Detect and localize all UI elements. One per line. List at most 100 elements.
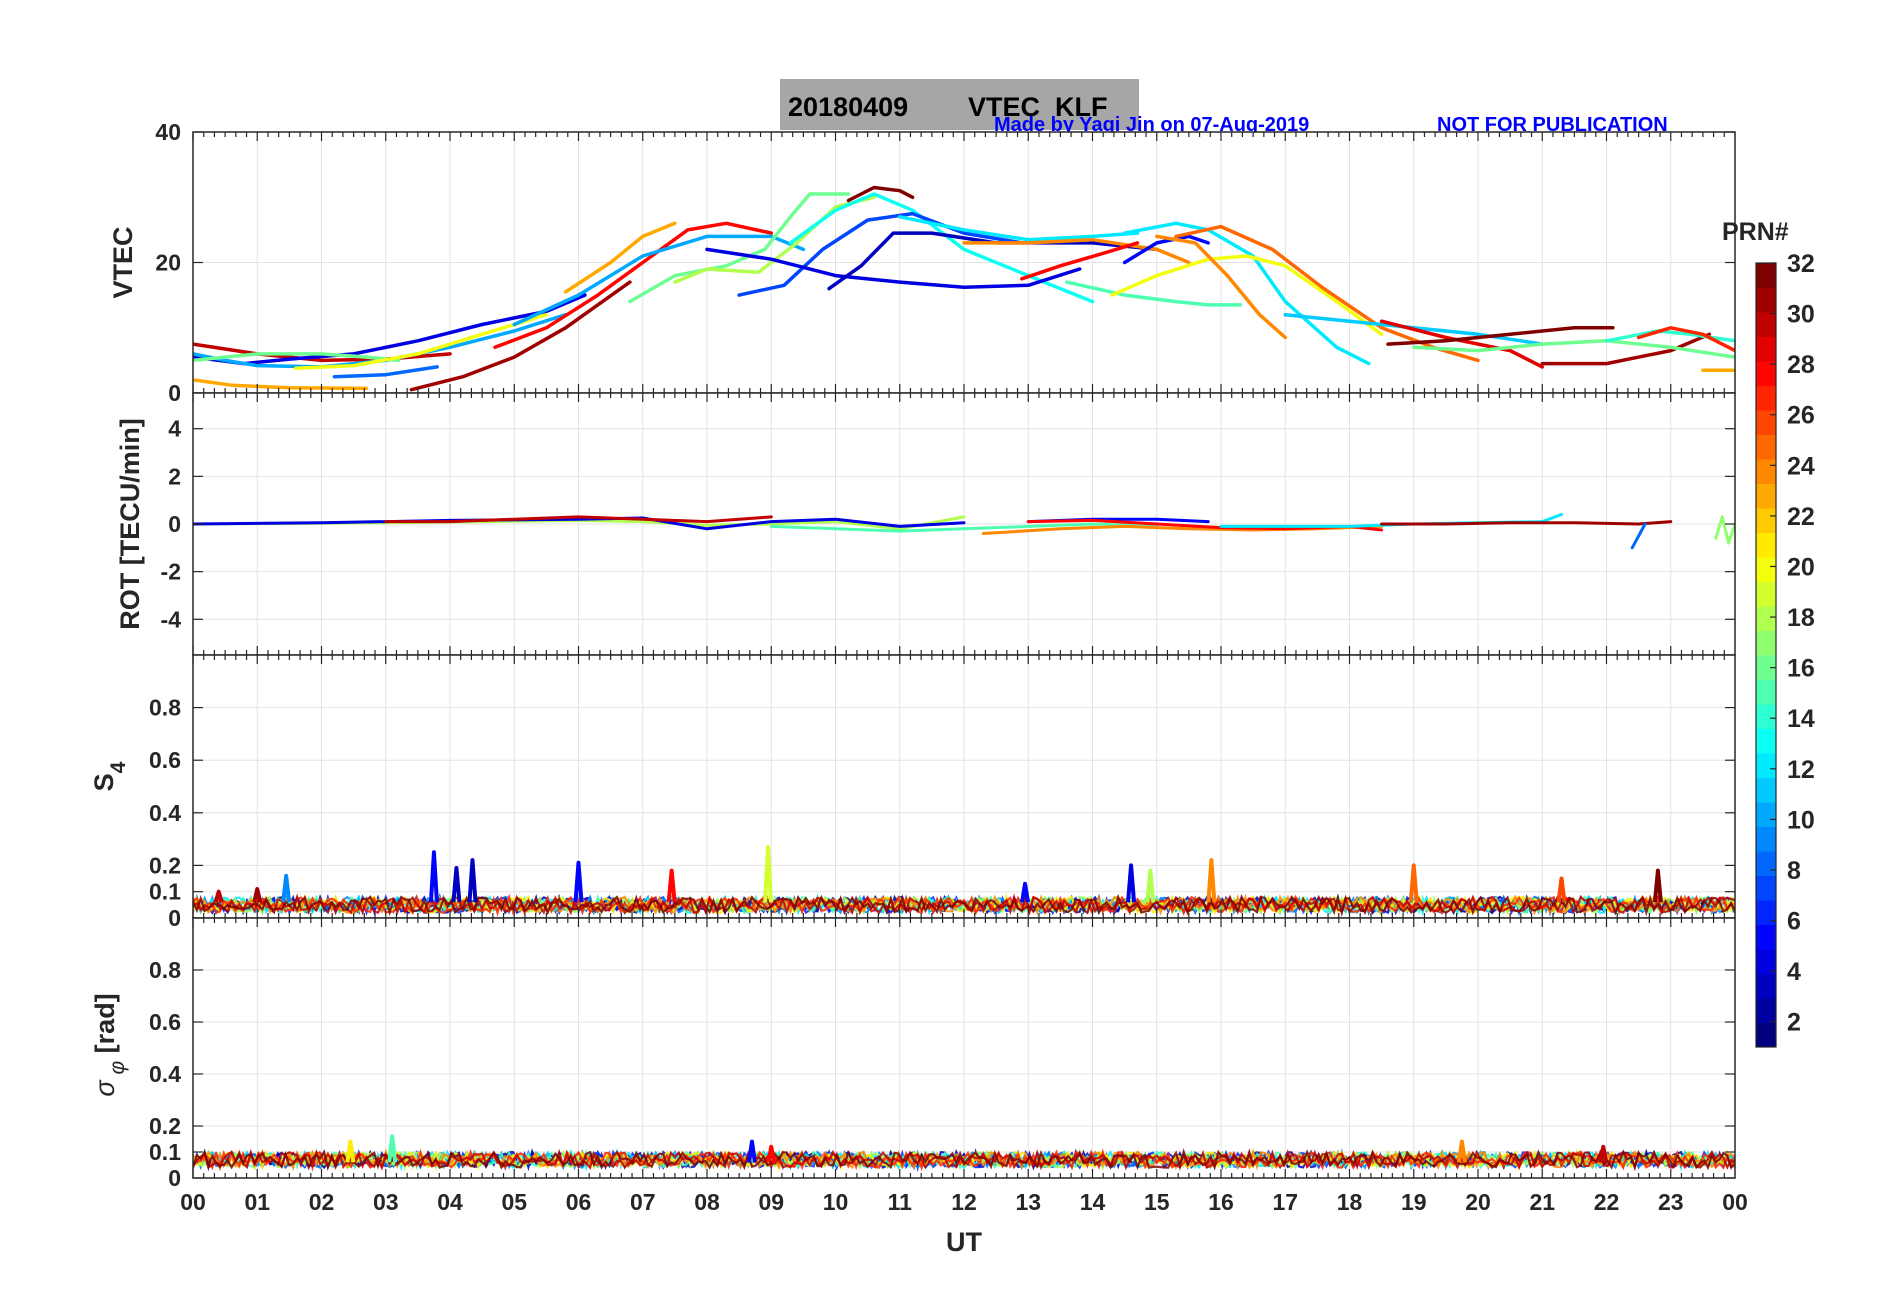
title-date: 20180409 [788, 92, 908, 122]
x-tick-label: 13 [1015, 1189, 1041, 1215]
x-tick-label: 15 [1144, 1189, 1170, 1215]
series-prn-24 [962, 237, 1191, 265]
y-tick-label: 0.8 [149, 695, 181, 721]
series-prn-16 [193, 352, 401, 363]
y-tick-label: -2 [161, 559, 181, 585]
colorbar-segment [1756, 924, 1776, 950]
colorbar-segment [1756, 483, 1776, 509]
series-prn-8 [1630, 522, 1647, 550]
spike-prn-30 [213, 889, 224, 903]
colorbar-title: PRN# [1722, 218, 1789, 246]
series-prn-31 [1540, 332, 1712, 366]
colorbar-tick-label: 32 [1787, 250, 1815, 278]
spike-prn-31 [252, 887, 263, 903]
colorbar-segment [1756, 557, 1776, 582]
data-layer [193, 513, 1735, 550]
colorbar-segment [1756, 434, 1776, 460]
colorbar-tick-label: 28 [1787, 351, 1815, 379]
data-layer [193, 1134, 1735, 1172]
colorbar-tick-label: 6 [1787, 908, 1801, 936]
series-prn-7 [737, 211, 1024, 297]
series-prn-20 [1110, 254, 1384, 337]
x-tick-label: 22 [1594, 1189, 1620, 1215]
colorbar-segment [1756, 875, 1776, 901]
colorbar-tick-label: 24 [1787, 452, 1815, 480]
colorbar-segment [1756, 949, 1776, 974]
title-station: VTEC KLF [968, 92, 1108, 122]
title-background [780, 79, 1139, 130]
series-prn-15 [1065, 280, 1243, 307]
spike-prn-25 [1408, 863, 1419, 903]
y-axis-title: VTEC [108, 226, 138, 298]
y-tick-label: -4 [161, 606, 182, 632]
series-prn-8 [332, 365, 439, 379]
spike-prn-9 [281, 873, 292, 903]
series-prn-23 [193, 378, 369, 391]
colorbar-segment [1756, 606, 1776, 631]
spike-prn-5 [746, 1139, 757, 1163]
colorbar-segment [1756, 826, 1776, 852]
colorbar-segment [1756, 851, 1776, 876]
x-tick-label: 01 [244, 1189, 270, 1215]
colorbar-segment [1756, 263, 1776, 288]
panel-rot: -4 -2 0 2 4 ROT [TECU/min] [115, 392, 1736, 656]
panel-vtec: 0 20 40 VTEC [108, 119, 1736, 406]
y-axis-title: S4 [89, 761, 130, 791]
colorbar-segment [1756, 532, 1776, 558]
y-tick-label: 0.8 [149, 957, 181, 983]
spike-prn-24 [1206, 858, 1217, 903]
y-tick-label: 0 [168, 905, 181, 931]
colorbar-tick-label: 20 [1787, 553, 1815, 581]
series-prn-30 [384, 515, 773, 524]
colorbar-segment [1756, 704, 1776, 729]
y-tick-label: 0.6 [149, 747, 181, 773]
y-tick-label: 0 [168, 511, 181, 537]
x-tick-label: 07 [630, 1189, 656, 1215]
spike-prn-21 [345, 1139, 356, 1163]
spike-prn-4 [1126, 863, 1137, 903]
credit-text: Made by Yaqi Jin on 07-Aug-2019 [994, 114, 1309, 136]
colorbar-segment [1756, 777, 1776, 803]
x-tick-label: 18 [1337, 1189, 1363, 1215]
colorbar-tick-label: 10 [1787, 806, 1815, 834]
y-tick-label: 0.1 [149, 879, 181, 905]
x-tick-label: 10 [823, 1189, 849, 1215]
series-prn-29 [1379, 319, 1545, 369]
y-tick-label: 0.2 [149, 1113, 181, 1139]
series-prn-32 [1386, 326, 1615, 346]
spike-prn-3 [467, 858, 478, 903]
series-prn-4 [705, 247, 1082, 290]
y-axis-title: σ φ [rad] [90, 993, 129, 1096]
panel-sigma_phi: 00.10.2 0.4 0.6 0.8 σ φ [rad] 00 01 02 03 04 05 06 0… [90, 917, 1748, 1257]
colorbar-segment [1756, 361, 1776, 386]
series-prn-28 [493, 221, 774, 350]
colorbar-tick-label: 2 [1787, 1009, 1801, 1037]
y-axis-title: ROT [TECU/min] [115, 418, 145, 629]
x-tick-label: 16 [1208, 1189, 1234, 1215]
series-prn-15 [769, 522, 1159, 533]
colorbar-segment [1756, 900, 1776, 925]
colorbar-tick-label: 16 [1787, 655, 1815, 683]
x-tick-label: 05 [501, 1189, 527, 1215]
colorbar-tick-label: 12 [1787, 756, 1815, 784]
colorbar-segment [1756, 410, 1776, 435]
y-tick-label: 4 [168, 416, 181, 442]
y-tick-label: 40 [155, 119, 181, 145]
x-tick-label: 00 [1722, 1189, 1748, 1215]
colorbar-segment [1756, 287, 1776, 313]
colorbar-tick-label: 26 [1787, 402, 1815, 430]
colorbar-segment [1756, 508, 1776, 533]
y-tick-label: 20 [155, 250, 181, 276]
colorbar-segment [1756, 581, 1776, 607]
colorbar-tick-label: 8 [1787, 857, 1801, 885]
colorbar-segment [1756, 753, 1776, 778]
spike-prn-18 [1145, 868, 1156, 903]
colorbar-tick-label: 30 [1787, 301, 1815, 329]
y-tick-label: 0.4 [149, 800, 181, 826]
series-prn-27 [1636, 326, 1735, 353]
series-prn-18 [673, 195, 876, 284]
baseline-prn-27 [193, 1148, 1735, 1172]
colorbar-segment [1756, 459, 1776, 484]
y-tick-label: 2 [168, 463, 181, 489]
